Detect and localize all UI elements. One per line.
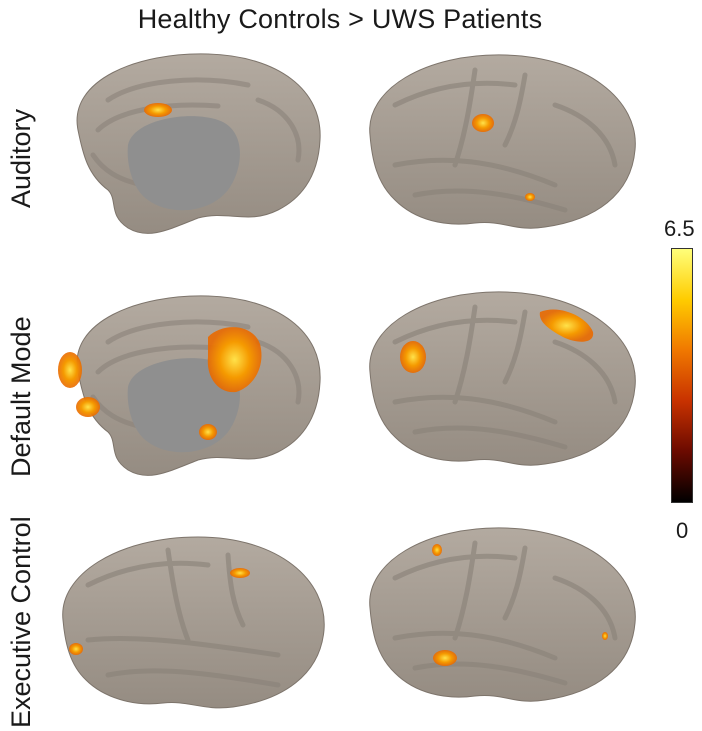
activation-blob xyxy=(539,309,594,342)
activation-blob xyxy=(230,568,250,578)
colorbar-max-label: 6.5 xyxy=(664,216,695,241)
activation-blob xyxy=(144,103,172,117)
colorbar xyxy=(671,248,693,503)
row-label-default-mode: Default Mode xyxy=(6,316,36,477)
activation-blob xyxy=(207,327,262,393)
brain-lateral-right-executive-control xyxy=(369,527,636,702)
activation-blob xyxy=(76,397,100,417)
activation-blob xyxy=(69,643,83,655)
activation-blob xyxy=(433,650,457,666)
brain-medial-auditory xyxy=(76,53,321,234)
activation-blob xyxy=(525,193,535,201)
activation-blob xyxy=(58,352,82,388)
row-label-auditory: Auditory xyxy=(6,108,36,208)
brain-lateral-auditory xyxy=(369,54,636,229)
activation-blob xyxy=(199,424,217,440)
activation-blob xyxy=(432,544,442,556)
row-label-executive-control: Executive Control xyxy=(6,516,36,728)
brain-lateral-default-mode xyxy=(369,291,636,466)
brain-lateral-left-executive-control xyxy=(62,536,325,709)
activation-blob xyxy=(400,341,426,373)
colorbar-min-label: 0 xyxy=(676,518,689,543)
brain-medial-default-mode xyxy=(58,295,321,476)
activation-blob xyxy=(472,114,494,132)
activation-blob xyxy=(602,632,608,640)
figure-title: Healthy Controls > UWS Patients xyxy=(137,4,543,34)
